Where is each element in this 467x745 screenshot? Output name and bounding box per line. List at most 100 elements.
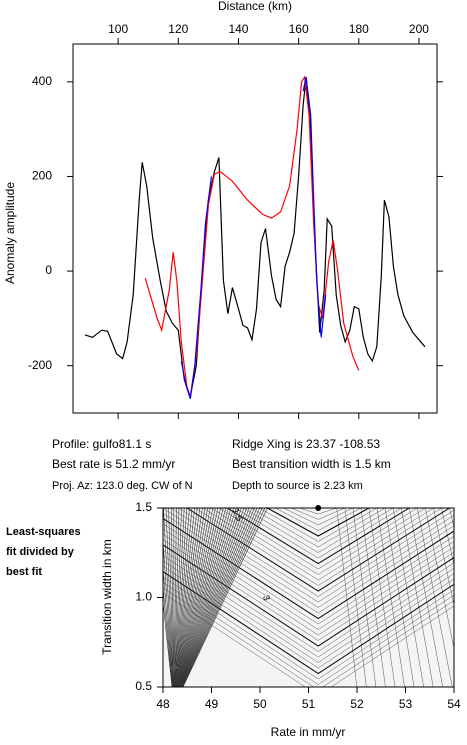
contour-line — [163, 533, 454, 636]
contour-line — [168, 508, 174, 687]
contour-field — [163, 508, 467, 687]
info-text: Ridge Xing is 23.37 -108.53 — [232, 437, 380, 451]
contour-line — [425, 508, 454, 650]
contour-line — [178, 508, 227, 687]
contour-line — [251, 508, 386, 548]
y-axis-title: Anomaly amplitude — [3, 182, 17, 284]
contour-line — [176, 508, 201, 687]
x-tick-label: 100 — [108, 22, 128, 36]
contour-line — [178, 508, 224, 687]
contour-line — [458, 508, 467, 687]
best-fit-point — [315, 505, 322, 511]
contour-line — [163, 564, 173, 687]
contour-line — [178, 508, 229, 687]
contour-line — [243, 508, 394, 553]
contour-line — [392, 508, 424, 687]
contour-line — [163, 584, 173, 687]
x-axis-title: Rate in mm/yr — [271, 725, 346, 739]
contour-line — [433, 508, 454, 607]
contour-line — [176, 508, 203, 687]
x-tick-label: 48 — [156, 697, 170, 711]
contour-line — [178, 508, 221, 687]
contour-line — [177, 508, 214, 687]
contour-label: 3 — [261, 594, 272, 602]
info-text: Best rate is 51.2 mm/yr — [52, 457, 175, 471]
contour-line — [163, 582, 454, 685]
x-tick-label: 140 — [228, 22, 248, 36]
contour-line — [291, 508, 345, 520]
y-tick-label: 1.5 — [135, 500, 152, 514]
contour-line — [163, 517, 454, 620]
contour-line — [174, 508, 180, 687]
contour-line — [163, 570, 454, 675]
contour-line — [174, 508, 188, 687]
contour-line — [174, 508, 182, 687]
contour-line — [163, 513, 454, 614]
data-line — [84, 77, 426, 399]
x-tick-label: 200 — [409, 22, 429, 36]
contour-line — [235, 508, 402, 559]
x-tick-label: 160 — [289, 22, 309, 36]
contour-line — [275, 508, 362, 531]
x-axis-title: Distance (km) — [218, 0, 292, 13]
contour-line — [177, 508, 211, 687]
contour-line — [181, 508, 255, 687]
contour-line — [336, 508, 358, 687]
contour-line — [163, 508, 174, 687]
y-tick-label: -200 — [28, 358, 52, 372]
contour-line — [163, 539, 454, 641]
contour-line — [178, 508, 454, 597]
x-tick-label: 49 — [205, 697, 219, 711]
contour-line — [384, 508, 415, 687]
contour-line — [176, 508, 206, 687]
contour-line — [360, 508, 386, 687]
info-text: Proj. Az: 123.0 deg. CW of N — [52, 480, 193, 492]
contour-line — [163, 576, 454, 680]
y-tick-label: 200 — [32, 169, 52, 183]
contour-line — [175, 508, 193, 687]
contour-line — [179, 508, 232, 687]
contour-line — [180, 508, 247, 687]
y-tick-label: 0 — [45, 263, 52, 277]
contour-line — [181, 508, 260, 687]
x-tick-label: 180 — [349, 22, 369, 36]
x-tick-label: 51 — [302, 697, 316, 711]
x-tick-label: 120 — [168, 22, 188, 36]
contour-line — [163, 544, 454, 647]
x-tick-label: 52 — [350, 697, 364, 711]
contour-line — [182, 508, 266, 687]
contour-line — [180, 508, 250, 687]
contour-line — [186, 508, 450, 592]
contour-line — [163, 560, 454, 663]
contour-line — [376, 508, 405, 687]
contour-line — [352, 508, 377, 687]
contour-line — [173, 508, 177, 687]
contour-line — [259, 508, 378, 542]
contour-line — [202, 508, 434, 581]
contour-line — [181, 508, 253, 687]
contour-line — [368, 508, 396, 687]
x-tick-label: 53 — [399, 697, 413, 711]
contour-line — [163, 508, 454, 608]
contour-title: Least-squares fit divided by best fit — [6, 526, 81, 578]
contour-line — [182, 508, 263, 687]
contour-line — [180, 508, 242, 687]
contour-line — [210, 508, 426, 575]
contour-line — [218, 508, 418, 570]
contour-line — [180, 508, 245, 687]
contour-line — [163, 528, 454, 630]
contour-line — [174, 508, 185, 687]
plot-frame — [72, 43, 438, 414]
info-text: Depth to source is 2.23 km — [232, 480, 363, 492]
contour-line — [283, 508, 354, 526]
contour-line — [175, 508, 195, 687]
contour-line — [181, 508, 258, 687]
contour-line — [179, 508, 240, 687]
contour-line — [163, 599, 173, 687]
contour-line — [163, 565, 454, 669]
x-tick-label: 50 — [253, 697, 267, 711]
contour-line — [299, 508, 337, 515]
y-tick-label: 400 — [32, 74, 52, 88]
